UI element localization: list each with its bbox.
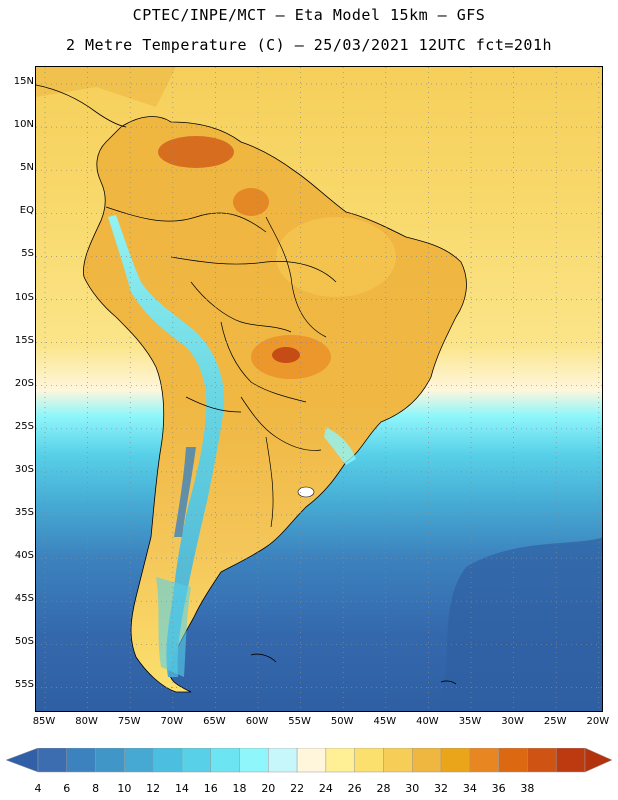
lat-label: 20S — [14, 377, 34, 389]
colorbar-min-arrow — [5, 748, 39, 773]
lon-label: 55W — [288, 716, 311, 727]
map-title-line-1: CPTEC/INPE/MCT – Eta Model 15km – GFS — [132, 6, 486, 24]
falklands-coast — [250, 653, 277, 663]
colorbar-swatches — [5, 748, 613, 773]
colorbar-tick-label: 12 — [146, 782, 161, 795]
colorbar-swatch — [296, 748, 327, 773]
colorbar-tick-label: 6 — [63, 782, 71, 795]
lon-label: 50W — [330, 716, 354, 727]
country-boundaries — [105, 206, 337, 528]
colorbar-swatch — [383, 748, 413, 773]
colorbar-tick-label: 4 — [34, 782, 42, 795]
lagoon — [297, 486, 315, 498]
andes-coldest-core — [174, 447, 196, 537]
colorbar-swatch — [66, 748, 96, 773]
caribbean-warm-area — [36, 67, 176, 107]
central-america-coastline — [36, 84, 127, 128]
colorbar-swatch — [239, 748, 269, 773]
amazon-mild-area — [276, 217, 396, 297]
colorbar-swatch — [210, 748, 240, 773]
lat-label: 15S — [14, 334, 34, 346]
colorbar-tick-label: 38 — [520, 782, 535, 795]
venezuela-hot-spot — [158, 136, 234, 168]
colorbar-swatch — [354, 748, 384, 773]
cold-ocean-area — [436, 537, 602, 711]
colorbar-tick-label: 20 — [261, 782, 276, 795]
south-brazil-coast-cool — [324, 427, 356, 465]
lon-label: 60W — [245, 716, 269, 727]
lon-label: 65W — [203, 716, 226, 727]
colorbar-swatch — [469, 748, 499, 773]
lon-label: 20W — [586, 716, 610, 727]
colorbar-swatch — [181, 748, 211, 773]
lon-label: 25W — [543, 716, 567, 727]
colorbar-swatch — [555, 748, 586, 773]
temperature-map — [36, 67, 602, 711]
lat-label: 35S — [14, 507, 34, 518]
colorbar-tick-label: 36 — [491, 782, 506, 795]
lat-label: 50S — [14, 636, 34, 648]
colorbar-tick-label: 28 — [376, 782, 391, 795]
lat-label: 15N — [13, 76, 34, 87]
lon-label: 40W — [416, 716, 439, 727]
colorbar-swatch — [412, 748, 442, 773]
colorbar-swatch — [124, 748, 154, 773]
guiana-hot-spot — [233, 188, 269, 216]
lon-label: 70W — [160, 716, 184, 727]
lon-label: 75W — [117, 716, 141, 727]
lon-label: 35W — [458, 716, 482, 727]
lon-label: 30W — [501, 716, 524, 727]
colorbar-tick-label: 34 — [462, 782, 477, 795]
temperature-colorbar — [5, 748, 613, 773]
colorbar-swatch — [325, 748, 355, 773]
lat-label: EQ — [19, 205, 34, 217]
lat-label: 5N — [20, 162, 34, 174]
lat-label: 30S — [14, 463, 34, 475]
colorbar-tick-label: 18 — [232, 782, 247, 795]
colorbar-tick-label: 10 — [117, 782, 132, 795]
lat-label: 55S — [14, 679, 34, 691]
colorbar-swatch — [527, 748, 557, 773]
colorbar-swatch — [498, 748, 528, 773]
colorbar-tick-label: 22 — [290, 782, 305, 795]
colorbar-tick-label: 26 — [347, 782, 362, 795]
lon-label: 80W — [75, 716, 98, 727]
colorbar-tick-label: 30 — [405, 782, 420, 795]
lat-label: 10S — [14, 291, 34, 303]
colorbar-max-arrow — [584, 748, 613, 773]
lat-label: 10N — [13, 119, 34, 131]
colorbar-swatch — [152, 748, 183, 773]
colorbar-swatch — [268, 748, 298, 773]
lat-label: 5S — [21, 248, 34, 260]
colorbar-tick-label: 16 — [203, 782, 218, 795]
colorbar-swatch — [37, 748, 68, 773]
colorbar-tick-label: 24 — [318, 782, 333, 795]
south-georgia-coast — [440, 680, 457, 685]
patagonia-cool-area — [156, 577, 191, 677]
pantanal-max-spot — [272, 347, 300, 363]
map-panel — [35, 66, 603, 712]
colorbar-swatch — [440, 748, 471, 773]
map-title-line-2: 2 Metre Temperature (C) – 25/03/2021 12U… — [65, 36, 553, 54]
lat-label: 40S — [14, 550, 34, 562]
lat-label: 25S — [14, 420, 34, 432]
colorbar-swatch — [95, 748, 125, 773]
colorbar-tick-label: 14 — [174, 782, 189, 795]
lat-label: 45S — [14, 593, 34, 605]
lon-label: 45W — [373, 716, 397, 727]
colorbar-tick-label: 8 — [92, 782, 100, 795]
colorbar-tick-label: 32 — [434, 782, 449, 795]
lon-label: 85W — [32, 716, 56, 727]
